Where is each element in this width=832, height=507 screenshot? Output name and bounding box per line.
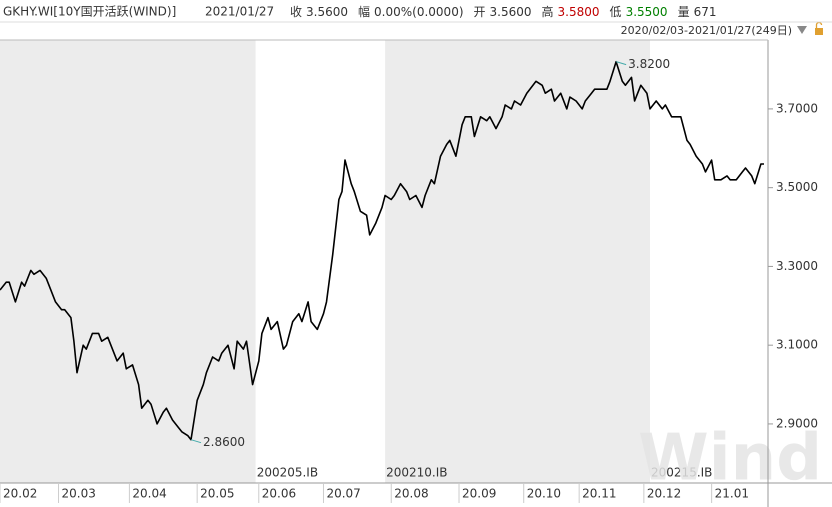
- contract-band: [0, 40, 256, 483]
- header-value: 3.5600: [490, 5, 532, 19]
- y-tick-label: 2.9000: [776, 416, 818, 430]
- header-item: 幅 0.00%(0.0000): [358, 4, 464, 19]
- contract-label: 200215.IB: [651, 466, 712, 480]
- x-tick-label: 20.04: [132, 487, 166, 501]
- header-label: 收: [290, 5, 302, 19]
- header-value: 3.5800: [558, 5, 600, 19]
- security-code: GKHY.WI[10Y国开活跃(WIND)]: [3, 5, 176, 19]
- x-tick-label: 20.08: [394, 487, 428, 501]
- header-value: 3.5600: [306, 5, 348, 19]
- header-label: 开: [474, 5, 486, 19]
- annotation-pointer: [190, 439, 202, 444]
- x-tick-label: 21.01: [715, 487, 749, 501]
- x-tick-label: 20.06: [262, 487, 296, 501]
- header-value: 0.00%(0.0000): [374, 5, 463, 19]
- header-item: 开 3.5600: [474, 5, 532, 19]
- x-tick-label: 20.09: [462, 487, 496, 501]
- x-tick-label: 20.05: [200, 487, 234, 501]
- annotation-label: 2.8600: [203, 435, 245, 449]
- y-tick-label: 3.5000: [776, 180, 818, 194]
- lock-shackle: [815, 21, 823, 28]
- header-label: 低: [610, 5, 622, 19]
- header-label: 幅: [358, 4, 370, 19]
- annotation-pointer: [615, 61, 627, 66]
- lock-icon[interactable]: [815, 28, 823, 35]
- contract-band: [650, 40, 768, 483]
- annotation-label: 3.8200: [628, 57, 670, 71]
- header-item: 收 3.5600: [290, 5, 348, 19]
- header-item: 量 671: [678, 5, 717, 19]
- header-item: 高 3.5800: [542, 4, 600, 19]
- x-tick-label: 20.12: [647, 487, 681, 501]
- price-line: [0, 60, 764, 441]
- y-tick-label: 3.7000: [776, 101, 818, 115]
- header-label: 量: [678, 5, 690, 19]
- date-range: 2020/02/03-2021/01/27(249日): [621, 24, 792, 37]
- contract-label: 200205.IB: [257, 466, 318, 480]
- contract-band: [255, 40, 386, 483]
- header-value: 671: [694, 5, 717, 19]
- dropdown-icon[interactable]: [797, 26, 807, 34]
- x-tick-label: 20.11: [582, 487, 616, 501]
- y-tick-label: 3.3000: [776, 259, 818, 273]
- x-tick-label: 20.07: [326, 487, 360, 501]
- x-tick-label: 20.10: [527, 487, 561, 501]
- contract-band: [385, 40, 651, 483]
- x-tick-label: 20.02: [3, 487, 37, 501]
- header-label: 高: [542, 4, 554, 19]
- y-tick-label: 3.1000: [776, 338, 818, 352]
- watermark: Wind: [638, 422, 822, 496]
- quote-date: 2021/01/27: [205, 5, 274, 19]
- header-item: 低 3.5500: [610, 5, 668, 19]
- contract-label: 200210.IB: [386, 466, 447, 480]
- x-tick-label: 20.03: [62, 487, 96, 501]
- header-value: 3.5500: [626, 5, 668, 19]
